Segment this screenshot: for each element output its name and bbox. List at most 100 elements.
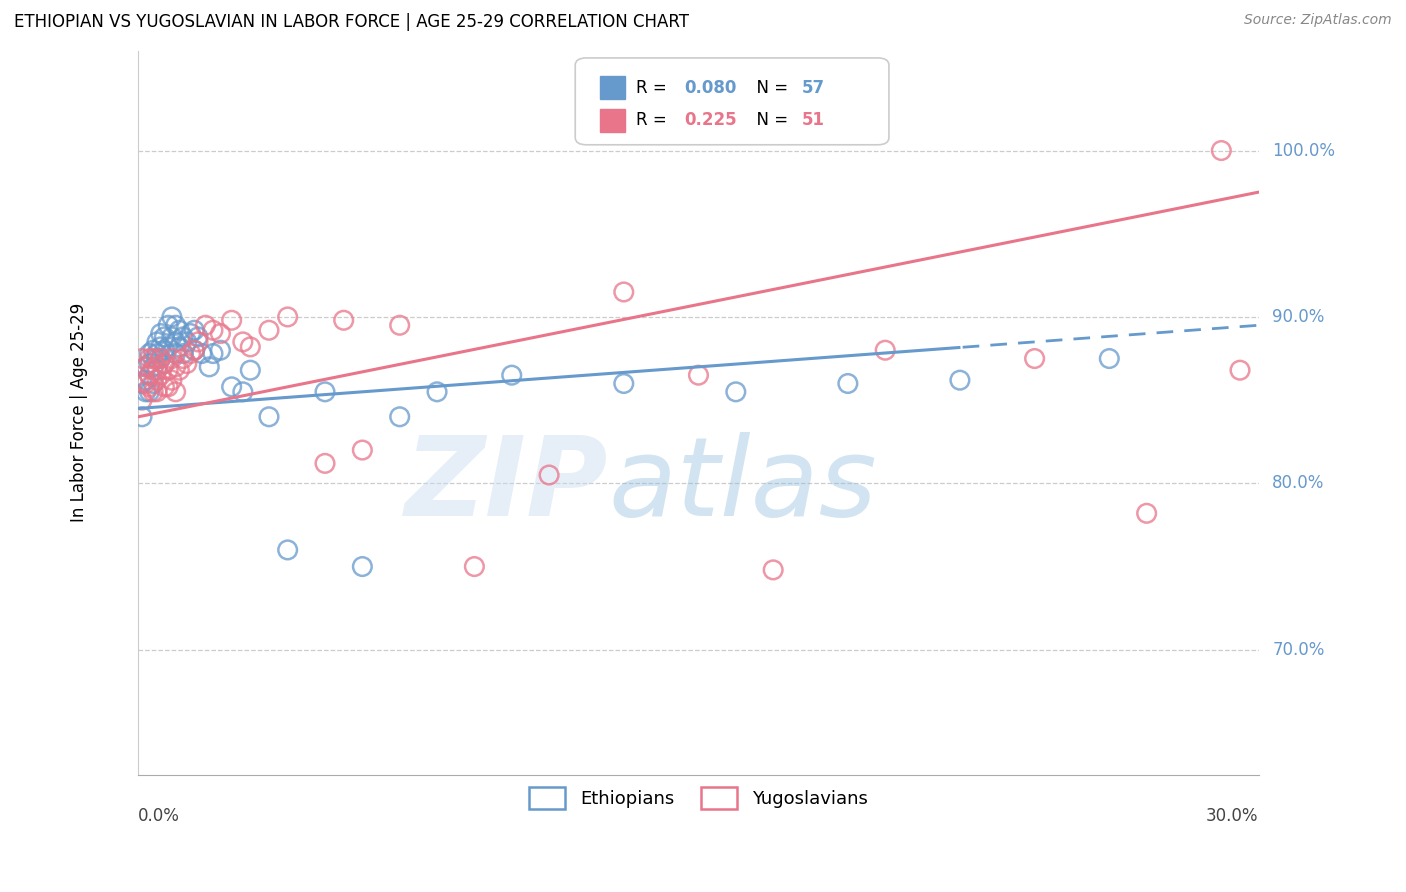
FancyBboxPatch shape <box>600 109 624 132</box>
Point <box>149 368 172 383</box>
Point <box>135 359 157 374</box>
Point <box>135 376 157 391</box>
FancyBboxPatch shape <box>600 76 624 99</box>
Point <box>172 346 194 360</box>
Point <box>149 326 172 341</box>
Point <box>837 376 859 391</box>
Point <box>201 346 224 360</box>
Point <box>153 357 176 371</box>
Point <box>142 351 165 366</box>
Point <box>257 409 280 424</box>
Point <box>209 343 232 358</box>
Text: R =: R = <box>636 78 672 96</box>
Point <box>875 343 897 358</box>
Point <box>232 334 254 349</box>
Point <box>138 357 160 371</box>
Point <box>1024 351 1046 366</box>
Point <box>180 346 202 360</box>
Point <box>157 318 180 333</box>
Point <box>180 326 202 341</box>
Point <box>131 393 153 408</box>
Point <box>131 351 153 366</box>
Text: 30.0%: 30.0% <box>1206 807 1258 825</box>
Point <box>165 384 187 399</box>
Point <box>157 363 180 377</box>
Point <box>172 351 194 366</box>
Point <box>160 330 183 344</box>
Point <box>146 346 169 360</box>
Point <box>332 313 354 327</box>
Point <box>239 340 262 354</box>
Point <box>135 359 157 374</box>
Point <box>146 363 169 377</box>
Text: 70.0%: 70.0% <box>1272 640 1324 659</box>
Point <box>538 468 561 483</box>
Point <box>146 359 169 374</box>
Text: 0.080: 0.080 <box>683 78 737 96</box>
Text: N =: N = <box>745 78 793 96</box>
Point <box>1229 363 1251 377</box>
Point <box>176 334 198 349</box>
Point <box>388 409 411 424</box>
Text: 0.225: 0.225 <box>683 112 737 129</box>
Text: 57: 57 <box>801 78 825 96</box>
Point <box>314 456 336 470</box>
Point <box>388 318 411 333</box>
Point <box>183 343 205 358</box>
Text: 51: 51 <box>801 112 824 129</box>
Point <box>153 357 176 371</box>
Point <box>613 285 636 299</box>
Text: In Labor Force | Age 25-29: In Labor Force | Age 25-29 <box>70 303 87 522</box>
Point <box>277 310 299 324</box>
Point <box>142 376 165 391</box>
Point <box>172 330 194 344</box>
Text: atlas: atlas <box>609 432 877 539</box>
Point <box>257 323 280 337</box>
Point <box>160 310 183 324</box>
Point <box>146 334 169 349</box>
Point <box>209 326 232 341</box>
Text: ETHIOPIAN VS YUGOSLAVIAN IN LABOR FORCE | AGE 25-29 CORRELATION CHART: ETHIOPIAN VS YUGOSLAVIAN IN LABOR FORCE … <box>14 13 689 31</box>
Point <box>146 384 169 399</box>
Point <box>153 380 176 394</box>
Point <box>183 343 205 358</box>
Point <box>142 343 165 358</box>
Point <box>277 542 299 557</box>
Point <box>169 340 191 354</box>
Point <box>157 380 180 394</box>
Point <box>198 359 221 374</box>
Point <box>352 443 374 458</box>
Point <box>169 323 191 337</box>
Point <box>165 334 187 349</box>
Point <box>194 318 217 333</box>
Point <box>191 346 214 360</box>
Point <box>131 409 153 424</box>
Point <box>221 313 243 327</box>
Text: Source: ZipAtlas.com: Source: ZipAtlas.com <box>1244 13 1392 28</box>
Point <box>232 384 254 399</box>
Point <box>187 330 209 344</box>
Point <box>160 351 183 366</box>
Point <box>426 384 449 399</box>
Text: R =: R = <box>636 112 672 129</box>
Point <box>949 373 972 387</box>
Point <box>688 368 710 383</box>
Point <box>131 376 153 391</box>
Text: 80.0%: 80.0% <box>1272 475 1324 492</box>
Point <box>138 368 160 383</box>
Point <box>501 368 523 383</box>
Point <box>165 359 187 374</box>
Text: 90.0%: 90.0% <box>1272 308 1324 326</box>
Text: 100.0%: 100.0% <box>1272 142 1336 160</box>
Point <box>142 384 165 399</box>
Point <box>165 318 187 333</box>
Point <box>160 373 183 387</box>
Text: N =: N = <box>745 112 793 129</box>
Point <box>138 368 160 383</box>
FancyBboxPatch shape <box>575 58 889 145</box>
Point <box>138 346 160 360</box>
Point <box>314 384 336 399</box>
Point <box>1098 351 1121 366</box>
Legend: Ethiopians, Yugoslavians: Ethiopians, Yugoslavians <box>522 780 875 816</box>
Point <box>157 340 180 354</box>
